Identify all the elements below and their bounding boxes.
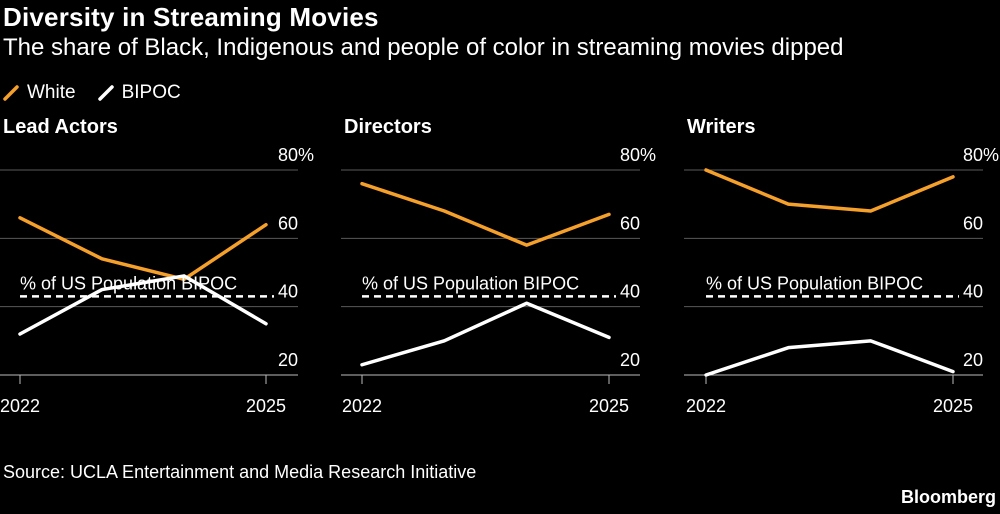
y-tick-label-lead-actors-80: 80%: [278, 145, 314, 165]
series-line-directors-bipoc: [360, 301, 611, 367]
reference-label-lead-actors: % of US Population BIPOC: [20, 273, 237, 293]
legend-swatch-bipoc: [97, 85, 114, 101]
y-tick-label-directors-40: 40: [620, 282, 640, 302]
panel-title-directors: Directors: [344, 116, 432, 138]
x-tick-label-lead-actors-0: 2022: [0, 396, 40, 416]
y-tick-label-lead-actors-60: 60: [278, 213, 298, 233]
y-tick-label-writers-40: 40: [963, 282, 983, 302]
x-tick-label-writers-1: 2025: [933, 396, 973, 416]
bloomberg-logo: Bloomberg: [900, 487, 996, 507]
y-tick-label-directors-80: 80%: [620, 145, 656, 165]
x-tick-label-directors-1: 2025: [589, 396, 629, 416]
legend: White BIPOC: [3, 82, 203, 104]
series-line-lead-actors-bipoc: [18, 274, 268, 336]
series-line-writers-white: [704, 168, 955, 213]
y-tick-label-writers-80: 80%: [963, 145, 999, 165]
chart-subtitle: The share of Black, Indigenous and peopl…: [3, 34, 844, 61]
legend-label-bipoc: BIPOC: [121, 82, 181, 103]
y-tick-label-lead-actors-40: 40: [278, 282, 298, 302]
panel-title-lead-actors: Lead Actors: [3, 116, 118, 138]
y-tick-label-writers-60: 60: [963, 213, 983, 233]
legend-item-white: White: [3, 82, 76, 104]
reference-label-writers: % of US Population BIPOC: [706, 273, 923, 293]
y-tick-label-writers-20: 20: [963, 350, 983, 370]
reference-label-directors: % of US Population BIPOC: [362, 273, 579, 293]
x-tick-label-lead-actors-1: 2025: [246, 396, 286, 416]
panel-title-writers: Writers: [687, 116, 756, 138]
x-tick-label-directors-0: 2022: [342, 396, 382, 416]
series-line-directors-white: [360, 181, 611, 247]
source-note: Source: UCLA Entertainment and Media Res…: [3, 462, 477, 482]
legend-item-bipoc: BIPOC: [97, 82, 181, 104]
y-tick-label-lead-actors-20: 20: [278, 350, 298, 370]
y-tick-label-directors-60: 60: [620, 213, 640, 233]
y-tick-label-directors-20: 20: [620, 350, 640, 370]
series-line-lead-actors-white: [18, 216, 268, 282]
x-tick-label-writers-0: 2022: [686, 396, 726, 416]
series-line-writers-bipoc: [704, 339, 955, 377]
legend-swatch-white: [3, 85, 19, 101]
chart-title: Diversity in Streaming Movies: [3, 2, 379, 32]
legend-label-white: White: [27, 82, 76, 103]
